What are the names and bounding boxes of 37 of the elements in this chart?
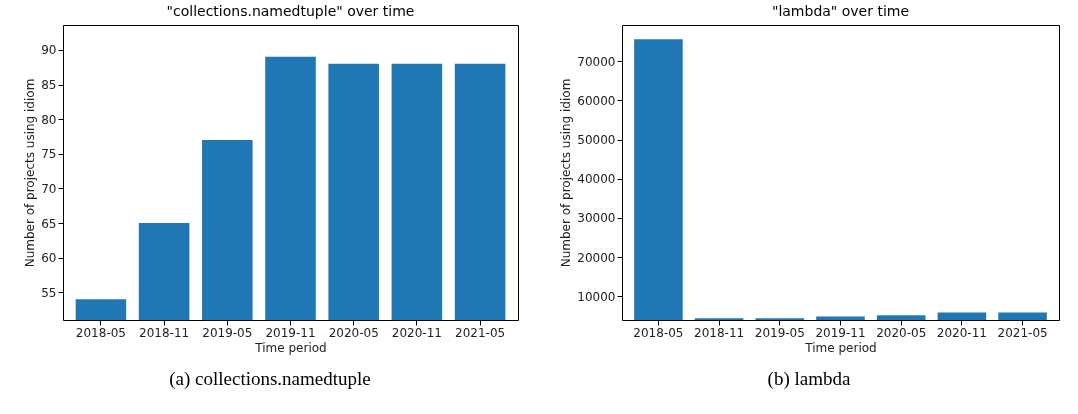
x-tick-label: 2021-05 (997, 325, 1048, 340)
y-tick-label: 30000 (577, 211, 616, 226)
x-tick-label: 2018-11 (694, 325, 745, 340)
y-tick-label: 20000 (577, 250, 616, 265)
y-tick-label: 60 (40, 251, 56, 266)
y-tick-label: 10000 (577, 289, 616, 304)
text: (b) lambda (767, 368, 851, 390)
y-tick-label: 40000 (577, 172, 616, 187)
y-tick-label: 90 (40, 43, 56, 58)
x-tick-label: 2019-11 (264, 325, 316, 340)
x-tick-label: 2019-05 (754, 325, 805, 340)
x-axis-title: Time period (804, 340, 877, 355)
chart-title: "collections.namedtuple" over time (166, 3, 414, 19)
y-tick-label: 75 (40, 147, 56, 162)
y-tick-label: 55 (40, 285, 56, 300)
x-tick-label: 2020-05 (876, 325, 927, 340)
y-tick-label: 65 (40, 216, 56, 231)
x-axis-title: Time period (253, 340, 327, 355)
x-tick-label: 2020-11 (391, 325, 442, 340)
y-axis-title: Number of projects using idiom (559, 78, 574, 268)
y-tick-label: 70000 (577, 54, 616, 69)
y-tick-label: 70 (40, 181, 56, 196)
chart-title: "lambda" over time (771, 3, 910, 19)
y-tick-label: 50000 (577, 133, 616, 148)
x-tick-label: 2018-05 (75, 325, 126, 340)
x-tick-label: 2021-05 (454, 325, 505, 340)
x-tick-label: 2019-11 (815, 325, 866, 340)
text: (a) collections.namedtuple (169, 368, 371, 390)
y-axis-title: Number of projects using idiom (22, 78, 37, 268)
x-tick-label: 2019-05 (201, 325, 252, 340)
x-tick-label: 2020-05 (328, 325, 379, 340)
y-tick-label: 85 (40, 78, 56, 93)
x-tick-label: 2018-05 (633, 325, 684, 340)
x-tick-label: 2018-11 (138, 325, 189, 340)
y-tick-label: 60000 (577, 93, 616, 108)
x-tick-label: 2020-11 (936, 325, 987, 340)
y-tick-label: 80 (40, 112, 56, 127)
